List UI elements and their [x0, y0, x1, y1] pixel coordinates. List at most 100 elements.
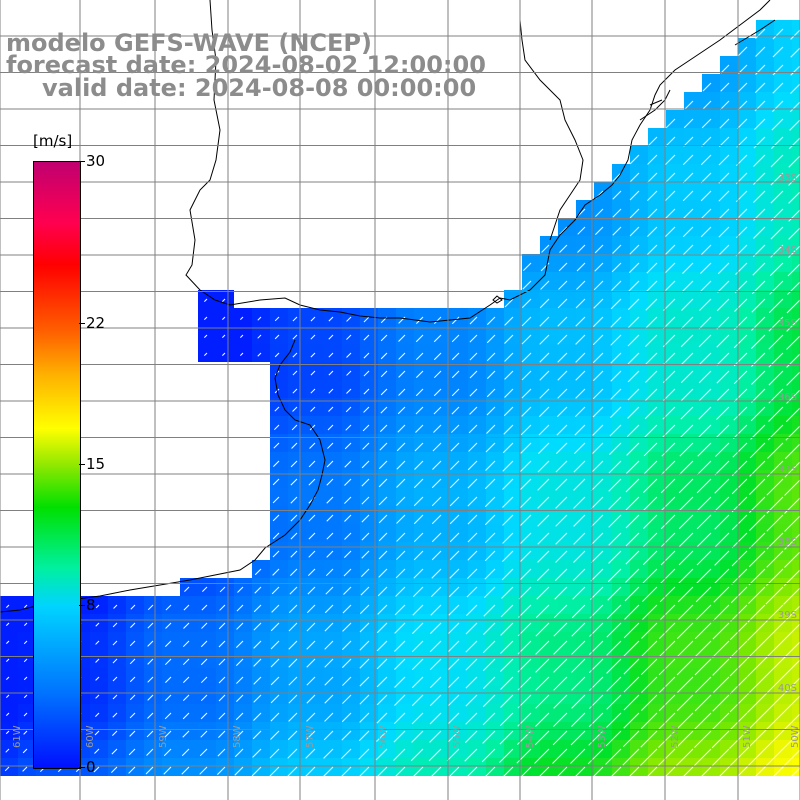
wind-arrow	[292, 352, 298, 358]
wind-arrow	[784, 551, 800, 568]
wind-arrow	[112, 676, 118, 682]
wind-arrow	[482, 712, 496, 726]
wind-arrow	[716, 298, 730, 312]
wind-arrow	[93, 766, 100, 773]
wind-arrow	[363, 370, 370, 377]
wind-arrow	[146, 748, 154, 756]
wind-cell	[792, 434, 800, 452]
wind-arrow	[735, 262, 748, 275]
wind-cell	[792, 344, 800, 362]
wind-arrow	[236, 694, 244, 702]
wind-arrow	[328, 334, 334, 340]
wind-arrow	[291, 424, 298, 431]
wind-arrow	[292, 406, 298, 412]
wind-arrow	[571, 676, 586, 691]
wind-arrow	[183, 676, 190, 683]
longitude-label: 61W	[12, 725, 23, 748]
wind-arrow	[379, 424, 388, 433]
wind-arrow	[664, 208, 676, 220]
wind-arrow	[678, 532, 694, 548]
wind-arrow	[447, 712, 460, 725]
wind-arrow	[553, 622, 568, 637]
wind-arrow	[200, 694, 208, 702]
wind-arrow	[292, 388, 298, 394]
wind-arrow	[221, 334, 226, 339]
wind-arrow	[682, 226, 694, 238]
wind-arrow	[660, 514, 676, 530]
wind-arrow	[165, 604, 172, 611]
colorbar-tick-label: 30	[86, 152, 106, 170]
wind-arrow	[310, 352, 316, 358]
wind-arrow	[659, 586, 676, 603]
wind-arrow	[363, 352, 370, 359]
wind-arrow	[712, 622, 730, 640]
wind-arrow	[754, 82, 766, 94]
wind-arrow	[415, 406, 424, 415]
wind-arrow	[129, 658, 136, 665]
wind-arrow	[781, 713, 800, 733]
wind-arrow	[553, 712, 568, 727]
wind-arrow	[678, 478, 694, 494]
wind-arrow	[676, 622, 694, 640]
wind-arrow	[593, 298, 604, 309]
wind-arrow	[710, 766, 730, 786]
wind-arrow	[770, 172, 784, 186]
wind-arrow	[557, 352, 568, 363]
wind-arrow	[411, 676, 424, 689]
wind-arrow	[788, 227, 800, 240]
wind-arrow	[464, 730, 478, 744]
wind-arrow	[183, 604, 190, 611]
wind-arrow	[376, 658, 388, 670]
wind-arrow	[326, 460, 334, 468]
wind-arrow	[627, 334, 640, 347]
wind-arrow	[627, 406, 640, 419]
wind-arrow	[718, 244, 730, 256]
wind-arrow	[593, 316, 604, 327]
colorbar-tick-mark	[79, 161, 85, 162]
wind-arrow	[95, 676, 100, 681]
wind-arrow	[539, 298, 550, 309]
small-island	[492, 295, 503, 304]
wind-arrow	[359, 694, 370, 705]
wind-arrow	[270, 622, 280, 632]
wind-arrow	[362, 442, 370, 450]
wind-arrow	[625, 550, 640, 565]
wind-arrow	[499, 730, 514, 745]
wind-arrow	[273, 460, 280, 467]
wind-arrow	[679, 460, 694, 475]
wind-arrow	[641, 694, 658, 711]
wind-arrow	[612, 172, 622, 182]
wind-cell	[792, 290, 800, 308]
wind-arrow	[711, 730, 730, 749]
wind-arrow	[465, 622, 478, 635]
wind-arrow	[465, 658, 478, 671]
wind-arrow	[590, 568, 604, 582]
wind-arrow	[700, 208, 712, 220]
wind-arrow	[747, 604, 766, 623]
wind-arrow	[129, 730, 136, 737]
wind-arrow	[413, 496, 424, 507]
wind-arrow	[483, 604, 496, 617]
wind-arrow	[182, 730, 190, 738]
wind-arrow	[610, 352, 622, 364]
wind-arrow	[237, 586, 244, 593]
wind-arrow	[539, 352, 550, 363]
wind-arrow	[729, 694, 748, 713]
wind-arrow	[575, 298, 586, 309]
wind-arrow	[504, 370, 514, 380]
wind-arrow	[570, 748, 586, 764]
wind-arrow	[503, 406, 514, 417]
wind-arrow	[500, 622, 514, 636]
wind-arrow	[768, 316, 784, 332]
wind-arrow	[200, 712, 208, 720]
wind-arrow	[340, 766, 352, 778]
wind-arrow	[577, 208, 586, 217]
wind-arrow	[784, 515, 800, 532]
wind-arrow	[647, 154, 658, 165]
wind-arrow	[606, 658, 622, 674]
wind-arrow	[555, 514, 568, 527]
wind-arrow	[678, 514, 694, 530]
wind-arrow	[755, 46, 766, 57]
wind-arrow	[518, 604, 532, 618]
wind-arrow	[782, 659, 800, 678]
